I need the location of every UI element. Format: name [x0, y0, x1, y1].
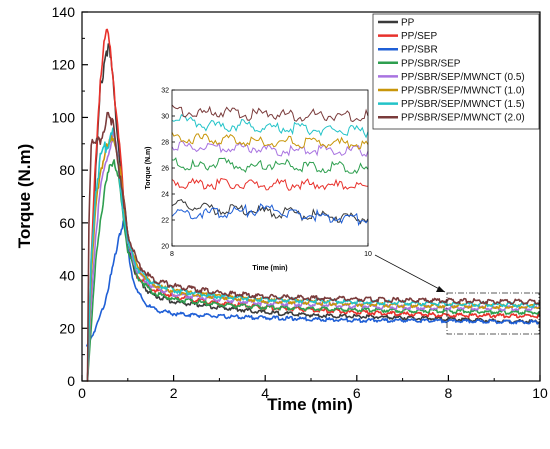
- legend-label-pp-sbr-sep: PP/SBR/SEP: [401, 58, 461, 69]
- legend: PP PP/SEP PP/SBR PP/SBR/SEP PP/SBR/SEP/MWNCT…: [372, 13, 540, 130]
- y-tick-label: 0: [67, 373, 75, 389]
- x-tick-label: 2: [170, 385, 178, 401]
- legend-label-pp-sep: PP/SEP: [401, 31, 437, 42]
- y-tick-label: 60: [59, 215, 75, 231]
- inset-y-tick-label: 22: [161, 218, 169, 225]
- y-axis-label: Torque (N.m): [15, 144, 34, 249]
- inset-series-line-pp-sbr-sep: [171, 157, 369, 174]
- inset-x-tick-label: 10: [364, 251, 372, 258]
- inset-series-group: [171, 104, 369, 227]
- series-line-pp-sbr-sep-mwnct-1-5: [86, 127, 541, 381]
- series-line-pp-sbr-sep-mwnct-2-0: [86, 111, 541, 382]
- inset-y-tick-label: 20: [161, 244, 169, 251]
- inset-axis-ticks: 20 22 24 26 28 30 32 8 10: [161, 88, 372, 259]
- inset-y-tick-label: 24: [161, 192, 169, 199]
- y-tick-label: 80: [59, 162, 75, 178]
- x-tick-label: 10: [532, 385, 548, 401]
- zoom-region-box: [446, 292, 540, 335]
- inset-series-line-pp-sbr-sep-mwnct-0-5: [171, 140, 369, 158]
- inset-chart: 20 22 24 26 28 30 32 8 10 Time (min) Torque (N.m…: [145, 88, 372, 273]
- y-tick-label: 120: [52, 57, 76, 73]
- legend-label-pp-sbr-sep-mwnct-2-0: PP/SBR/SEP/MWNCT (2.0): [401, 113, 525, 124]
- inset-y-tick-label: 30: [161, 114, 169, 121]
- y-tick-label: 100: [52, 109, 76, 125]
- zoom-arrowhead: [436, 286, 445, 292]
- x-tick-label: 6: [353, 385, 361, 401]
- inset-series-line-pp: [171, 198, 369, 225]
- legend-label-pp-sbr: PP/SBR: [401, 45, 438, 56]
- x-tick-label: 8: [445, 385, 453, 401]
- inset-y-tick-label: 32: [161, 88, 169, 95]
- inset-y-tick-label: 28: [161, 140, 169, 147]
- series-line-pp: [86, 43, 541, 381]
- x-tick-label: 0: [78, 385, 86, 401]
- legend-label-pp-sbr-sep-mwnct-1-5: PP/SBR/SEP/MWNCT (1.5): [401, 99, 525, 110]
- inset-series-line-pp-sbr-sep-mwnct-1-0: [171, 132, 369, 150]
- y-tick-label: 140: [52, 4, 76, 20]
- inset-y-tick-label: 26: [161, 166, 169, 173]
- inset-x-axis-label: Time (min): [252, 265, 287, 272]
- inset-series-line-pp-sbr-sep-mwnct-1-5: [171, 113, 369, 139]
- x-tick-label: 4: [261, 385, 269, 401]
- legend-box: [372, 13, 540, 130]
- inset-x-tick-label: 8: [170, 251, 174, 258]
- series-line-pp-sbr: [85, 220, 541, 347]
- legend-label-pp-sbr-sep-mwnct-0-5: PP/SBR/SEP/MWNCT (0.5): [401, 72, 525, 83]
- x-axis-label: Time (min): [267, 395, 353, 414]
- plot-frame: [81, 11, 541, 382]
- inset-series-line-pp-sep: [171, 177, 369, 191]
- main-series-group: [85, 28, 541, 382]
- series-line-pp-sbr-sep: [86, 159, 541, 382]
- y-tick-label: 20: [59, 320, 75, 336]
- legend-label-pp-sbr-sep-mwnct-1-0: PP/SBR/SEP/MWNCT (1.0): [401, 86, 525, 97]
- zoom-arrow: [374, 254, 446, 293]
- legend-label-pp: PP: [401, 18, 415, 29]
- inset-series-line-pp-sbr-sep-mwnct-2-0: [171, 104, 369, 123]
- inset-series-line-pp-sbr: [171, 203, 369, 227]
- y-tick-label: 40: [59, 268, 75, 284]
- inset-y-axis-label: Torque (N.m): [145, 146, 152, 189]
